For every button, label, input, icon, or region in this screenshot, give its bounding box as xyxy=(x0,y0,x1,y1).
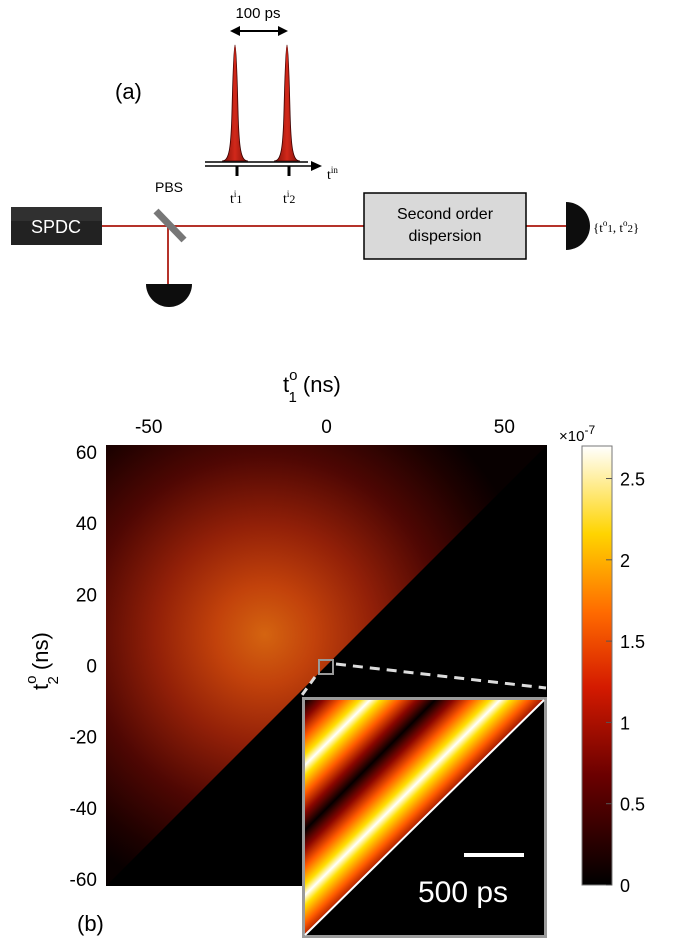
colorbar-tick-label: 2 xyxy=(620,551,630,571)
x-tick-label: 50 xyxy=(494,417,515,438)
y-tick-label: 0 xyxy=(86,657,97,678)
top-axis-label: to 1 (ns) xyxy=(283,367,341,406)
dispersion-label-line1: Second order xyxy=(397,206,494,223)
dispersion-box: Second order dispersion xyxy=(363,192,527,260)
left-axis-label: to 2 (ns) xyxy=(23,632,62,690)
t-i2-label: ti2 xyxy=(283,189,295,207)
y-tick-label: -20 xyxy=(70,728,97,749)
output-times-label: {to1, to2} xyxy=(593,218,639,235)
pulse-separation-label: 100 ps xyxy=(235,5,280,22)
spdc-label: SPDC xyxy=(31,217,81,237)
y-tick-labels: 60 40 20 0 -20 -40 -60 xyxy=(70,443,97,891)
colorbar-tick-labels: 2.5 2 1.5 1 0.5 0 xyxy=(606,470,645,896)
colorbar-tick-label: 1 xyxy=(620,713,630,733)
colorbar-tick-label: 2.5 xyxy=(620,470,645,490)
panel-a-label: (a) xyxy=(115,79,142,104)
colorbar-exponent: ×10-7 xyxy=(559,423,595,445)
panel-b-label: (b) xyxy=(77,911,104,936)
colorbar-tick-label: 0.5 xyxy=(620,795,645,815)
inset-scale-label: 500 ps xyxy=(418,876,508,909)
pulse-1 xyxy=(221,44,249,162)
x-tick-label: -50 xyxy=(135,417,162,438)
t-in-label: tin xyxy=(327,165,338,183)
colorbar-tick-label: 0 xyxy=(620,876,630,896)
time-axis xyxy=(205,161,322,176)
t-i1-label: ti1 xyxy=(230,189,242,207)
y-tick-label: 40 xyxy=(76,514,97,535)
separation-arrow xyxy=(230,26,288,36)
spdc-source: SPDC xyxy=(11,207,102,245)
y-tick-label: 20 xyxy=(76,585,97,606)
pbs-beamsplitter xyxy=(153,208,187,243)
zoom-connector-lines xyxy=(300,662,547,696)
y-tick-label: -60 xyxy=(70,870,97,891)
colorbar-tick-label: 1.5 xyxy=(620,632,645,652)
detector-output xyxy=(566,202,590,250)
zoom-region-marker xyxy=(318,659,334,675)
y-tick-label: -40 xyxy=(70,799,97,820)
pbs-label: PBS xyxy=(155,179,183,195)
heatmap-signal-region xyxy=(106,445,547,886)
zoom-inset: 500 ps xyxy=(302,697,547,938)
beam-path xyxy=(102,225,566,284)
y-tick-label: 60 xyxy=(76,443,97,464)
x-tick-labels: -50 0 50 xyxy=(135,417,515,438)
dispersion-label-line2: dispersion xyxy=(409,228,482,245)
detector-lower xyxy=(146,284,192,307)
pulse-2 xyxy=(273,44,301,162)
x-tick-label: 0 xyxy=(321,417,332,438)
colorbar xyxy=(581,445,613,886)
